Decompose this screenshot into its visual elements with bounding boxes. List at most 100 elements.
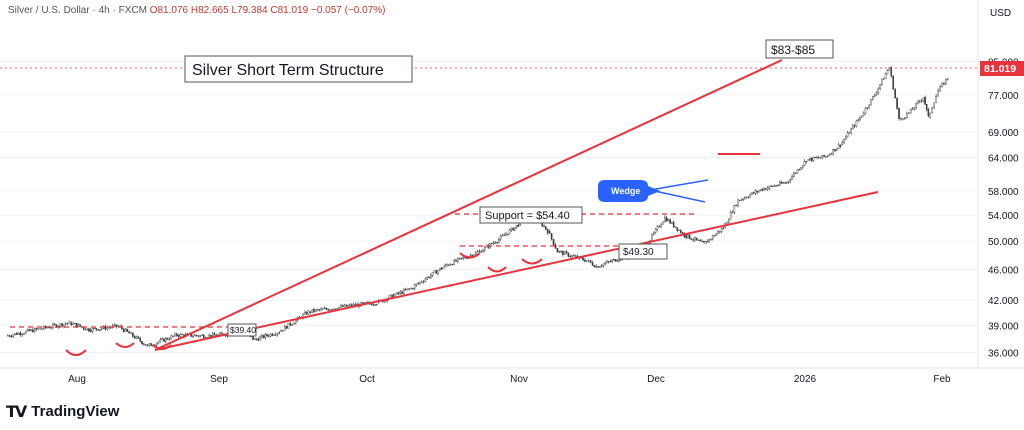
wedge-callout[interactable] (598, 180, 660, 202)
candle-body (15, 333, 18, 335)
candle-body (404, 289, 407, 291)
candle-body (130, 332, 132, 334)
level-49-box[interactable] (618, 243, 668, 260)
candle-body (460, 257, 463, 259)
candle-body (318, 309, 321, 311)
candle-body (933, 102, 935, 109)
candle-body (64, 323, 67, 325)
candle-body (494, 242, 497, 244)
candle-body (195, 334, 198, 336)
candle-body (264, 334, 267, 338)
support-box[interactable] (479, 206, 583, 224)
candle-body (261, 335, 263, 338)
candle-body (772, 185, 774, 187)
candle-body (323, 307, 326, 310)
candle-body (918, 100, 921, 102)
candle-body (908, 112, 910, 114)
candle-body (939, 85, 941, 91)
target-box[interactable] (765, 39, 834, 59)
candle-body (543, 225, 545, 227)
candle-body (731, 212, 734, 214)
candle-body (866, 107, 869, 109)
candle-body (179, 333, 182, 337)
candle-body (413, 284, 416, 289)
candle-body (325, 307, 328, 310)
candle-body (113, 324, 116, 326)
dip-arc-4 (459, 252, 481, 259)
candle-body (163, 338, 165, 342)
candle-body (690, 238, 693, 240)
candle-body (768, 185, 771, 189)
candle-body (546, 229, 549, 234)
candle-body (894, 89, 896, 99)
candle-body (667, 219, 670, 222)
candle-body (868, 104, 870, 108)
candle-body (545, 226, 547, 230)
candle-body (417, 283, 420, 285)
candle-body (77, 324, 80, 328)
candle-body (172, 335, 174, 337)
candle-body (139, 338, 142, 342)
wedge-lower-line[interactable] (649, 189, 706, 203)
candle-body (742, 198, 745, 200)
candle-body (749, 194, 751, 198)
candle-body (482, 249, 484, 253)
candle-body (747, 196, 750, 198)
candle-body (30, 329, 32, 332)
candle-body (694, 237, 696, 241)
wedge-label: Wedge (611, 186, 640, 196)
candle-body (558, 251, 561, 253)
candle-body (148, 343, 151, 347)
candle-body (106, 327, 109, 330)
candle-body (345, 304, 348, 307)
candle-body (440, 267, 443, 270)
candle-body (567, 252, 570, 257)
candle-body (687, 234, 689, 238)
candle-body (21, 333, 23, 335)
candle-body (309, 311, 312, 313)
candle-body (395, 292, 398, 295)
candle-body (115, 324, 118, 327)
title-box[interactable] (184, 55, 413, 83)
wedge-upper-line[interactable] (649, 179, 709, 191)
candle-body (611, 259, 613, 262)
upper-trendline[interactable] (154, 59, 783, 351)
candle-body (653, 232, 655, 235)
candle-body (875, 92, 878, 96)
candle-body (23, 333, 25, 335)
candle-body (43, 326, 45, 330)
candle-body (193, 334, 196, 337)
candle-body (864, 108, 867, 114)
candle-body (197, 335, 200, 337)
candle-body (584, 259, 586, 262)
candle-body (442, 266, 445, 270)
candle-body (697, 239, 700, 241)
candle-body (740, 199, 743, 201)
candle-body (600, 265, 603, 267)
candle-body (751, 192, 753, 195)
candle-body (213, 333, 216, 336)
candle-body (483, 246, 486, 251)
candle-body (144, 344, 147, 346)
candle-body (766, 187, 769, 190)
x-tick-label: Sep (210, 374, 228, 385)
candle-body (66, 323, 69, 325)
candle-body (54, 324, 56, 326)
candle-body (314, 309, 317, 312)
candle-body (291, 324, 293, 326)
candle-body (401, 291, 403, 294)
x-tick-label: Nov (510, 374, 528, 385)
lower-trendline[interactable] (154, 191, 879, 351)
level-39-box[interactable] (227, 323, 257, 337)
dip-arc-6 (521, 258, 543, 265)
candle-body (613, 258, 615, 261)
candle-body (474, 252, 477, 255)
candle-body (412, 288, 414, 290)
candle-body (826, 155, 829, 157)
candle-body (672, 221, 675, 228)
y-axis-ticks: 36.000 39.000 42.000 46.000 50.000 54.000 58.0… (0, 57, 1019, 359)
candle-body (449, 264, 452, 266)
candle-body (278, 332, 281, 334)
candle-body (692, 239, 694, 241)
